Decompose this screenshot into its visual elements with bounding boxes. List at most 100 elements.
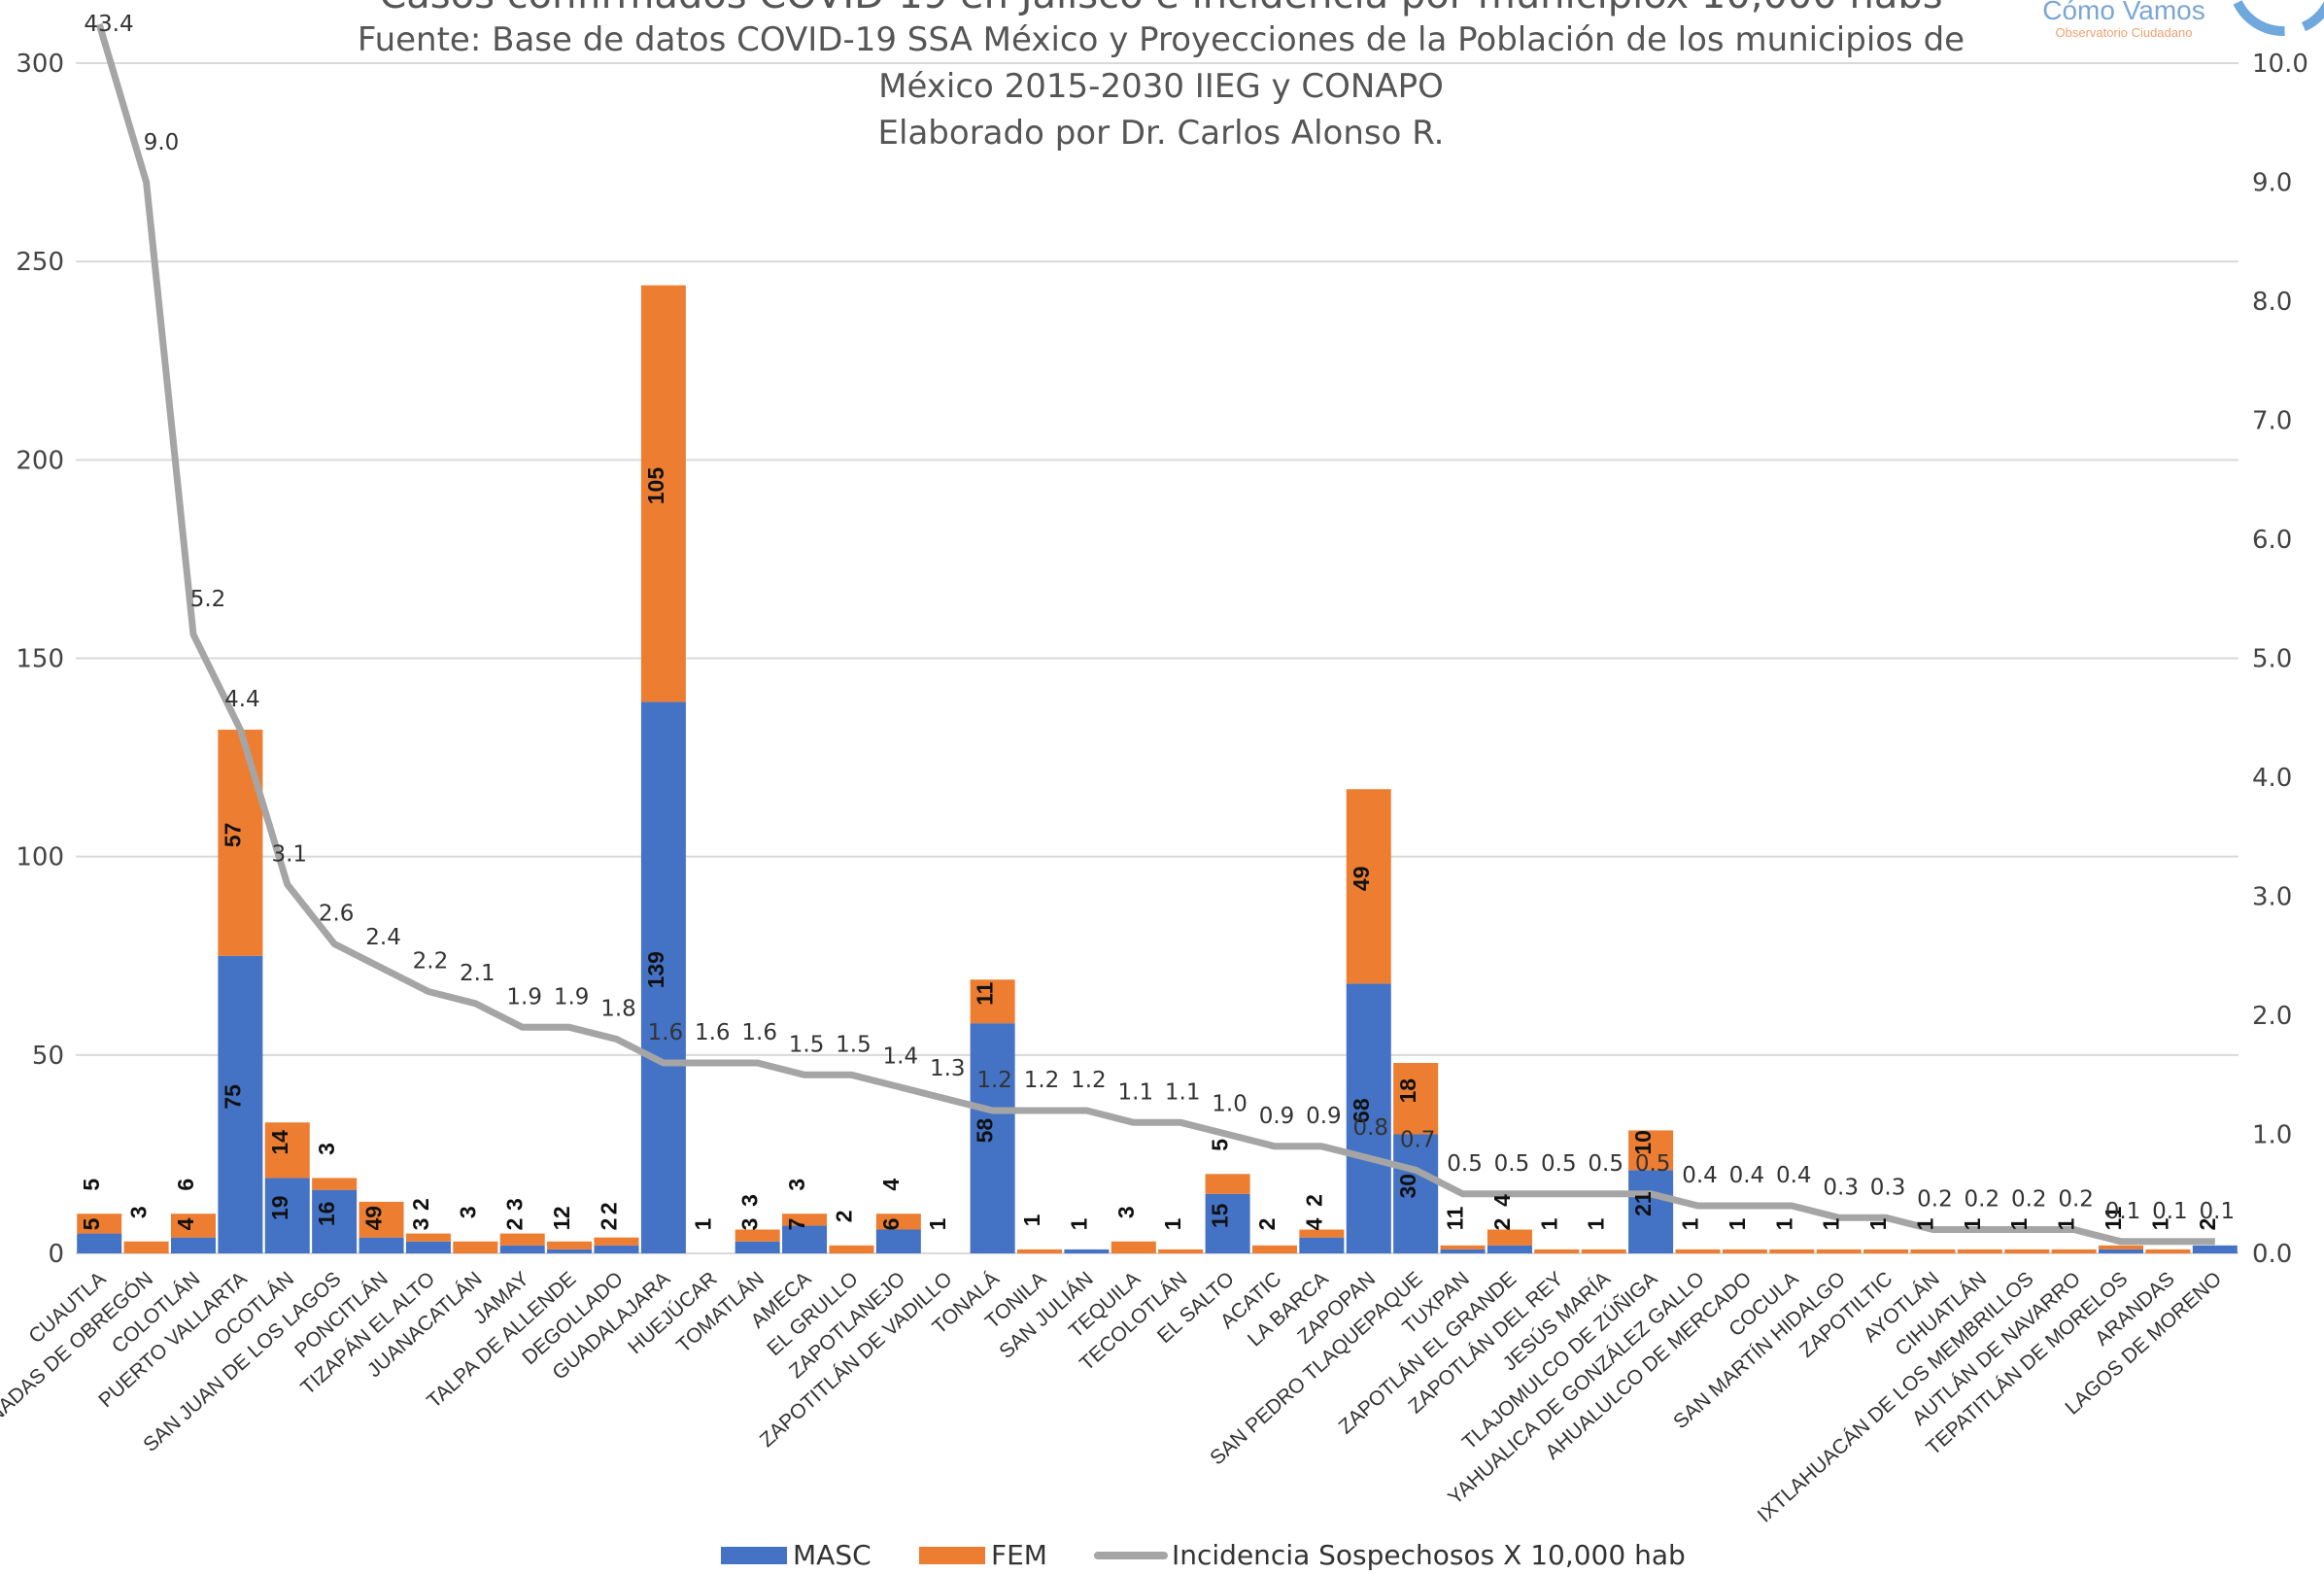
bar-fem bbox=[1440, 1245, 1486, 1249]
bar-fem bbox=[1581, 1249, 1626, 1253]
bar-fem bbox=[453, 1241, 498, 1253]
line-label: 43.4 bbox=[84, 12, 133, 37]
bar-fem bbox=[1299, 1229, 1345, 1238]
legend-label-fem: FEM bbox=[991, 1539, 1047, 1571]
bar-masc bbox=[499, 1245, 545, 1253]
line-label: 0.5 bbox=[1494, 1151, 1530, 1177]
bar-fem bbox=[2099, 1245, 2144, 1249]
bar-fem bbox=[1816, 1249, 1862, 1253]
line-label: 0.1 bbox=[2105, 1199, 2141, 1224]
bar-label-masc: 1 bbox=[1912, 1217, 1937, 1230]
bar-label-masc: 2 bbox=[597, 1218, 622, 1231]
bar-label-fem: 2 bbox=[597, 1202, 622, 1215]
bar-label-fem: 3 bbox=[1113, 1206, 1139, 1218]
bar-label-fem: 49 bbox=[1349, 866, 1374, 891]
y2-tick-label: 2.0 bbox=[2252, 1002, 2292, 1031]
bar-fem bbox=[875, 1214, 921, 1230]
y-tick-label: 50 bbox=[32, 1042, 64, 1071]
y2-tick-label: 9.0 bbox=[2252, 169, 2292, 198]
line-label: 0.5 bbox=[1447, 1151, 1483, 1177]
line-label: 0.5 bbox=[1541, 1151, 1577, 1177]
bar-label-fem: 6 bbox=[173, 1179, 198, 1191]
line-label: 2.2 bbox=[413, 949, 449, 975]
bar-masc bbox=[264, 1178, 310, 1253]
bar-masc bbox=[1064, 1249, 1110, 1253]
bar-masc bbox=[218, 955, 263, 1253]
bar-label-masc: 1 bbox=[1725, 1217, 1750, 1230]
bar-label-fem: 18 bbox=[1395, 1078, 1420, 1104]
bar-masc bbox=[2099, 1249, 2144, 1253]
bar-label-fem: 3 bbox=[502, 1198, 528, 1211]
bar-fem bbox=[264, 1122, 310, 1179]
bar-label-fem: 1 bbox=[1443, 1206, 1468, 1218]
bar-fem bbox=[170, 1214, 216, 1238]
bar-label-masc: 16 bbox=[314, 1202, 339, 1227]
bar-label-masc: 139 bbox=[643, 951, 668, 988]
line-label: 9.0 bbox=[144, 130, 180, 155]
bar-label-fem: 3 bbox=[737, 1194, 763, 1207]
bar-label-masc: 68 bbox=[1349, 1098, 1374, 1123]
legend-swatch-fem bbox=[919, 1547, 985, 1564]
bar-fem bbox=[1393, 1063, 1439, 1135]
line-label: 1.6 bbox=[695, 1020, 731, 1045]
bar-fem bbox=[1628, 1130, 1674, 1171]
bar-fem bbox=[312, 1178, 358, 1190]
bar-masc bbox=[2192, 1245, 2238, 1253]
line-label: 1.6 bbox=[741, 1020, 777, 1045]
bar-masc bbox=[640, 701, 686, 1253]
line-label: 0.5 bbox=[1635, 1151, 1671, 1177]
bar-masc bbox=[1299, 1237, 1345, 1253]
bar-label-masc: 2 bbox=[502, 1218, 528, 1231]
line-label: 1.2 bbox=[1071, 1068, 1107, 1093]
line-label: 1.1 bbox=[1118, 1079, 1154, 1105]
line-label: 1.4 bbox=[883, 1044, 919, 1070]
bar-label-masc: 2 bbox=[2195, 1218, 2220, 1231]
bar-fem bbox=[2051, 1249, 2097, 1253]
bar-label-masc: 1 bbox=[1771, 1217, 1796, 1230]
bar-fem bbox=[1205, 1174, 1250, 1194]
line-label: 1.1 bbox=[1165, 1079, 1201, 1105]
line-label: 1.2 bbox=[1024, 1068, 1060, 1093]
line-label: 1.6 bbox=[648, 1020, 684, 1045]
bar-label-masc: 7 bbox=[784, 1218, 809, 1231]
line-label: 2.4 bbox=[365, 925, 401, 950]
bar-masc bbox=[1440, 1249, 1486, 1253]
y2-tick-label: 4.0 bbox=[2252, 764, 2292, 793]
bar-fem bbox=[1534, 1249, 1580, 1253]
bar-fem bbox=[782, 1214, 828, 1226]
legend-label-incidence: Incidencia Sospechosos X 10,000 hab bbox=[1172, 1539, 1686, 1571]
incidence-line-series bbox=[95, 23, 2215, 1246]
bar-label-masc: 75 bbox=[220, 1084, 245, 1110]
line-label: 0.3 bbox=[1870, 1175, 1906, 1200]
bar-masc bbox=[875, 1229, 921, 1253]
incidence-line bbox=[95, 23, 2215, 1246]
bar-label-masc: 1 bbox=[1443, 1217, 1468, 1230]
gridlines bbox=[76, 62, 2239, 1254]
bar-fem bbox=[2004, 1249, 2050, 1253]
bar-fem bbox=[359, 1201, 404, 1238]
bar-label-masc: 5 bbox=[79, 1217, 104, 1230]
bar-label-masc: 3 bbox=[408, 1218, 433, 1231]
line-label: 4.4 bbox=[224, 687, 260, 712]
line-label: 0.9 bbox=[1306, 1104, 1342, 1129]
bar-masc bbox=[547, 1249, 593, 1253]
bar-masc bbox=[970, 1023, 1015, 1253]
y2-tick-label: 7.0 bbox=[2252, 407, 2292, 436]
bar-masc bbox=[1393, 1134, 1439, 1253]
legend-swatch-masc bbox=[721, 1547, 787, 1564]
logo-ring-icon bbox=[2231, 0, 2324, 36]
bar-masc bbox=[170, 1237, 216, 1253]
bar-label-masc: 4 bbox=[361, 1217, 387, 1230]
bar-fem bbox=[1863, 1249, 1909, 1253]
chart-subtitle-3: Elaborado por Dr. Carlos Alonso R. bbox=[878, 114, 1445, 153]
line-label: 1.9 bbox=[554, 984, 590, 1009]
line-label: 0.4 bbox=[1776, 1163, 1812, 1188]
logo-name: Cómo Vamos bbox=[2042, 0, 2205, 25]
bar-fem bbox=[1251, 1245, 1297, 1253]
bar-label-fem: 4 bbox=[1489, 1194, 1515, 1207]
bar-fem bbox=[547, 1241, 593, 1249]
y2-tick-label: 10.0 bbox=[2252, 50, 2308, 79]
line-label: 0.2 bbox=[1917, 1187, 1953, 1213]
bar-label-fem: 105 bbox=[643, 467, 668, 505]
